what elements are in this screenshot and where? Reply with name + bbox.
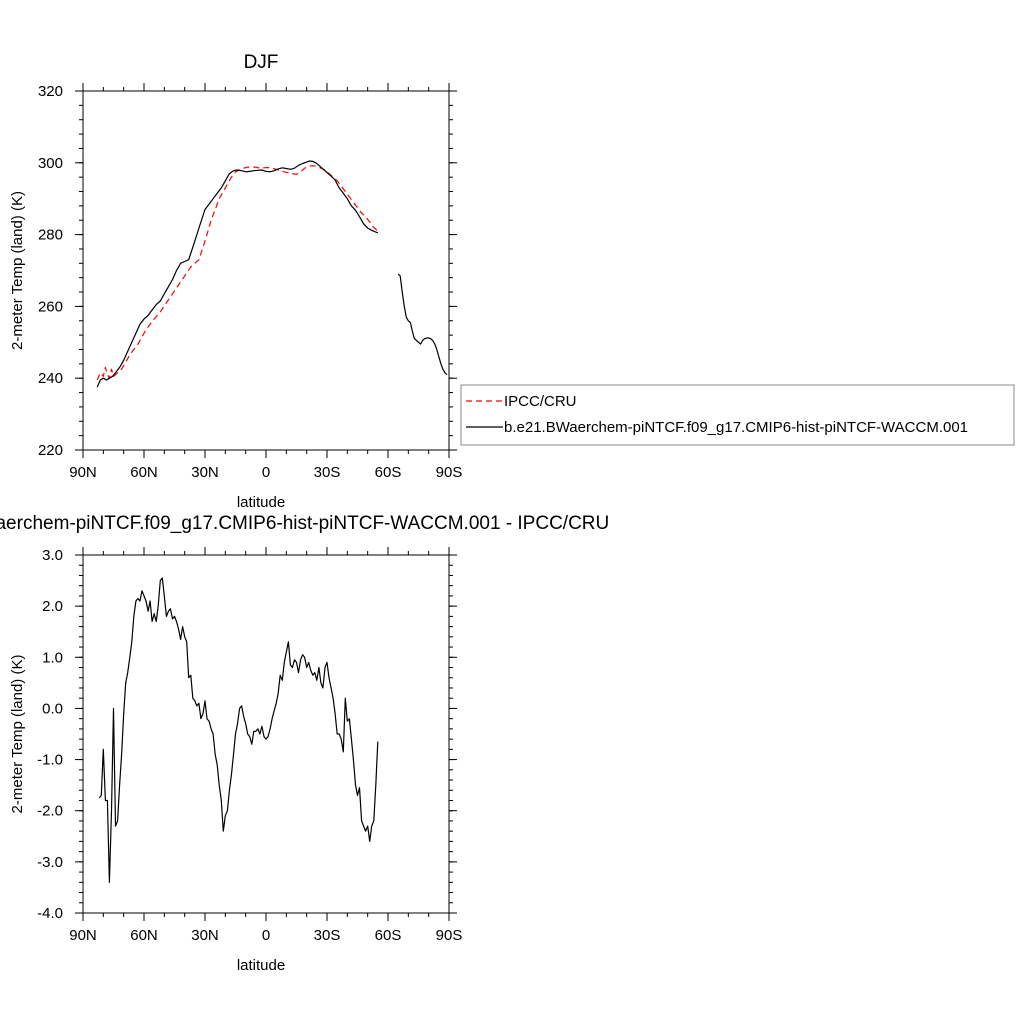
- legend-box: [460, 384, 1015, 446]
- x-tick-label: 0: [262, 464, 270, 481]
- x-tick-label: 90S: [436, 464, 463, 481]
- y-tick-label: 320: [38, 83, 63, 100]
- legend: IPCC/CRU b.e21.BWaerchem-piNTCF.f09_g17.C…: [460, 384, 1015, 446]
- plot-frame: [82, 554, 450, 914]
- x-tick-label: 30S: [314, 464, 341, 481]
- legend-entry-1: b.e21.BWaerchem-piNTCF.f09_g17.CMIP6-his…: [504, 419, 968, 436]
- x-tick-label: 60N: [130, 464, 158, 481]
- y-tick-label: 220: [38, 442, 63, 459]
- y-tick-label: -3.0: [37, 854, 63, 871]
- top-panel-djf: 90N 60N 30N 0 30S 60S 90S 220 240 260 280 300 320 DJF…: [9, 52, 1015, 511]
- x-tick-label: 90N: [69, 464, 97, 481]
- x-tick-label: 30S: [314, 927, 341, 944]
- y-tick-label: 2.0: [42, 598, 63, 615]
- y-tick-label: -1.0: [37, 752, 63, 769]
- plot-frame: [82, 90, 450, 451]
- bottom-panel-difference: 90N 60N 30N 0 30S 60S 90S -4.0 -3.0 -2.0 -1.0 0.0 1.…: [0, 513, 609, 974]
- x-tick-label: 60S: [375, 927, 402, 944]
- x-axis-title: latitude: [237, 494, 285, 511]
- y-tick-label: -2.0: [37, 803, 63, 820]
- y-tick-label: -4.0: [37, 905, 63, 922]
- chart-title: b.e21.BWaerchem-piNTCF.f09_g17.CMIP6-his…: [0, 513, 609, 534]
- series-line-1: [96, 160, 379, 388]
- legend-entry-0: IPCC/CRU: [504, 393, 577, 410]
- series-line-1: [397, 273, 448, 376]
- y-tick-label: 300: [38, 155, 63, 172]
- x-tick-label: 30N: [191, 927, 219, 944]
- y-tick-label: 260: [38, 298, 63, 315]
- series-line-0: [96, 165, 379, 381]
- y-tick-label: 0.0: [42, 700, 63, 717]
- y-axis-title: 2-meter Temp (land) (K): [9, 655, 26, 814]
- x-tick-label: 90N: [69, 927, 97, 944]
- x-tick-label: 90S: [436, 927, 463, 944]
- series-line-0: [98, 577, 379, 883]
- chart-title: DJF: [244, 52, 279, 73]
- y-axis-title: 2-meter Temp (land) (K): [9, 191, 26, 350]
- x-tick-label: 60N: [130, 927, 158, 944]
- y-tick-label: 1.0: [42, 649, 63, 666]
- y-tick-label: 240: [38, 370, 63, 387]
- x-tick-label: 30N: [191, 464, 219, 481]
- x-tick-label: 0: [262, 927, 270, 944]
- x-tick-label: 60S: [375, 464, 402, 481]
- y-tick-label: 3.0: [42, 547, 63, 564]
- x-axis-title: latitude: [237, 957, 285, 974]
- y-tick-label: 280: [38, 227, 63, 244]
